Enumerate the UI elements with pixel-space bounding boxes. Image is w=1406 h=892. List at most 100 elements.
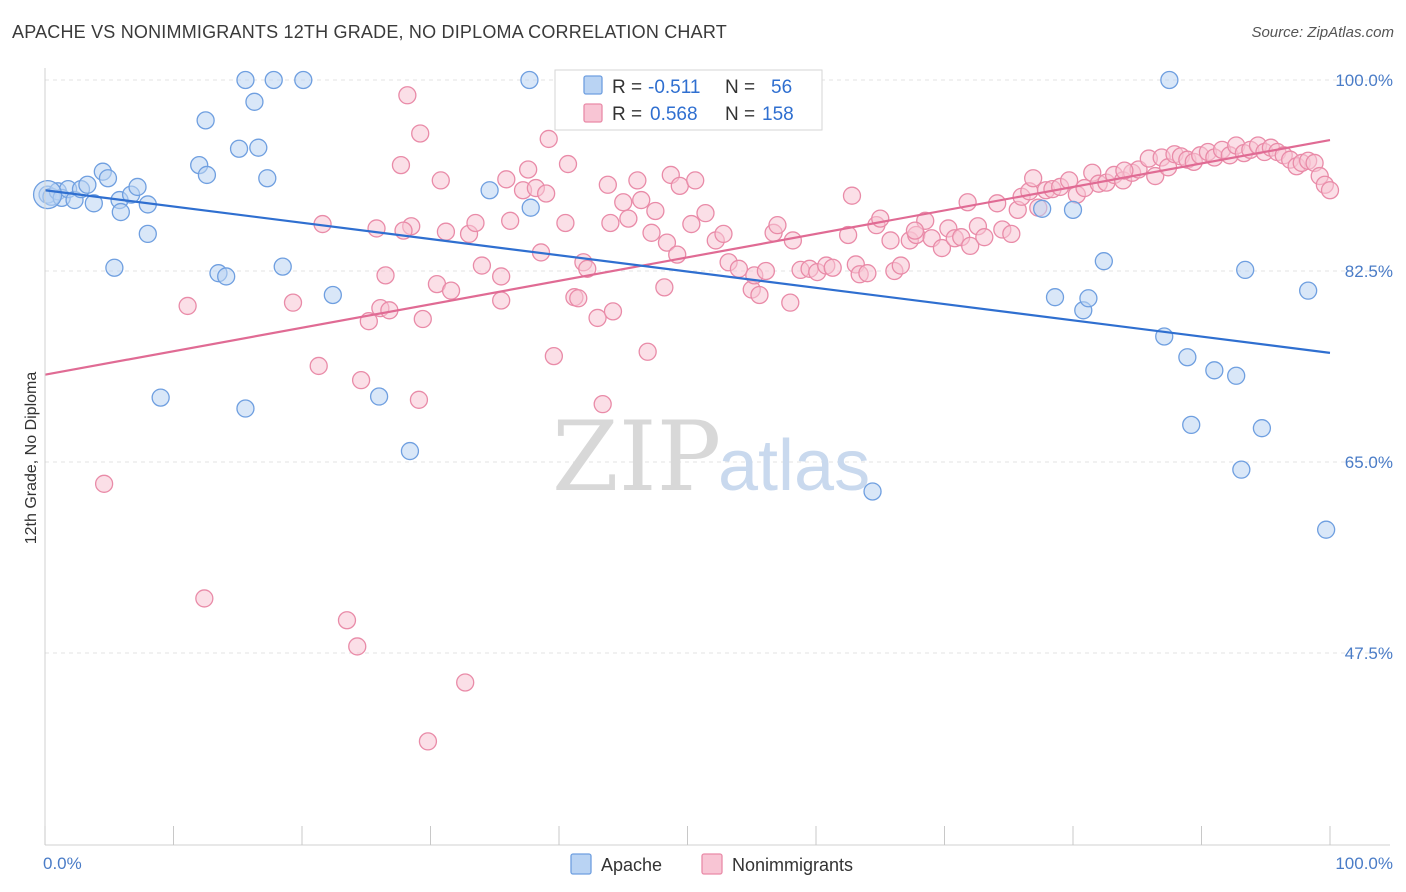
apache-point-17	[105, 258, 124, 277]
nonimmigrants-point-42	[593, 395, 612, 414]
y-tick-label-2: 82.5%	[1345, 262, 1393, 281]
legend-r-label-nonimmigrants: R =	[612, 104, 642, 125]
nonimmigrants-point-83	[891, 256, 910, 275]
nonimmigrants-point-3	[283, 293, 303, 312]
apache-point-34	[369, 387, 389, 406]
nonimmigrants-point-68	[768, 216, 787, 235]
apache-point-52	[1232, 460, 1251, 479]
nonimmigrants-point-149	[409, 390, 429, 409]
legend-n-value-apache: 56	[771, 77, 792, 98]
nonimmigrants-point-40	[578, 259, 597, 278]
nonimmigrants-point-69	[783, 231, 803, 250]
nonimmigrants-point-74	[823, 258, 842, 277]
apache-point-26	[264, 70, 283, 90]
watermark-zip: ZIP	[552, 401, 721, 513]
apache-point-14	[128, 177, 147, 197]
apache-point-37	[520, 70, 539, 90]
nonimmigrants-point-81	[881, 231, 900, 250]
apache-point-55	[1299, 281, 1318, 300]
bottom-legend-apache: Apache	[601, 855, 662, 875]
apache-point-24	[249, 138, 268, 157]
nonimmigrants-point-38	[569, 289, 588, 308]
apache-point-7	[78, 175, 97, 194]
nonimmigrants-point-32	[537, 184, 556, 203]
y-axis-title: 12th Grade, No Diploma	[23, 372, 40, 545]
x-tick-label-0: 0.0%	[43, 854, 82, 873]
apache-point-42	[1045, 288, 1065, 307]
nonimmigrants-point-52	[657, 233, 677, 252]
source-label: Source: ZipAtlas.com	[1251, 24, 1394, 41]
nonimmigrants-point-156	[1024, 169, 1043, 188]
apache-point-19	[196, 111, 215, 130]
nonimmigrants-point-143	[1320, 181, 1340, 200]
apache-point-48	[1178, 348, 1197, 367]
apache-point-41	[1063, 200, 1083, 220]
apache-point-30	[236, 399, 255, 418]
nonimmigrants-point-4	[309, 356, 328, 376]
apache-point-40	[1033, 199, 1052, 218]
legend-swatch-apache	[583, 75, 603, 95]
nonimmigrants-point-144	[655, 278, 674, 297]
nonimmigrants-point-75	[838, 225, 858, 245]
bottom-legend-nonimmigrants: Nonimmigrants	[732, 855, 853, 875]
nonimmigrants-point-2	[195, 589, 214, 608]
nonimmigrants-point-41	[588, 308, 607, 328]
apache-point-54	[1252, 419, 1272, 438]
nonimmigrants-point-35	[556, 213, 575, 233]
nonimmigrants-point-55	[670, 176, 689, 196]
nonimmigrants-point-8	[351, 370, 371, 390]
nonimmigrants-point-16	[411, 124, 430, 143]
nonimmigrants-point-43	[601, 213, 620, 233]
watermark: ZIP atlas	[552, 401, 870, 513]
nonimmigrants-point-153	[842, 186, 862, 205]
nonimmigrants-point-48	[632, 190, 651, 210]
apache-point-20	[197, 165, 217, 185]
nonimmigrants-point-105	[1059, 171, 1079, 190]
apache-point-31	[273, 257, 292, 276]
apache-point-56	[1316, 520, 1336, 539]
legend-r-value-nonimmigrants: 0.568	[650, 104, 698, 125]
nonimmigrants-point-56	[682, 214, 701, 234]
apache-point-38	[521, 198, 540, 217]
bottom-legend-swatch-apache	[570, 853, 592, 875]
nonimmigrants-point-10	[367, 219, 386, 238]
nonimmigrants-point-66	[756, 261, 776, 281]
nonimmigrants-point-26	[492, 291, 511, 310]
nonimmigrants-point-148	[441, 281, 461, 300]
apache-trend-line	[44, 189, 1331, 354]
nonimmigrants-point-151	[376, 266, 395, 285]
nonimmigrants-point-65	[750, 285, 769, 305]
nonimmigrants-point-147	[466, 213, 485, 233]
series-legend: Apache Nonimmigrants	[570, 853, 853, 875]
nonimmigrants-point-60	[714, 224, 733, 244]
y-tick-label-3: 100.0%	[1335, 71, 1393, 90]
bottom-legend-swatch-nonimmigrants	[701, 853, 723, 875]
nonimmigrants-points	[94, 86, 1340, 751]
nonimmigrants-point-0	[94, 474, 114, 493]
nonimmigrants-point-45	[614, 193, 633, 212]
apache-point-21	[229, 139, 249, 158]
nonimmigrants-point-94	[975, 228, 994, 247]
nonimmigrants-point-28	[501, 211, 520, 230]
apache-point-32	[294, 70, 313, 90]
axes: 47.5% 65.0% 82.5% 100.0% 0.0% 100.0%	[43, 68, 1393, 873]
nonimmigrants-point-145	[598, 175, 617, 194]
nonimmigrants-point-58	[696, 204, 715, 223]
nonimmigrants-point-7	[348, 637, 367, 656]
nonimmigrants-point-44	[603, 302, 623, 321]
apache-point-39	[863, 482, 882, 501]
nonimmigrants-point-154	[905, 221, 925, 240]
legend-r-label-apache: R =	[612, 77, 642, 98]
apache-point-33	[323, 285, 342, 305]
nonimmigrants-point-1	[178, 296, 197, 316]
nonimmigrants-point-30	[519, 160, 538, 179]
apache-point-36	[480, 181, 499, 200]
nonimmigrants-point-49	[638, 342, 657, 361]
nonimmigrants-point-13	[391, 155, 411, 175]
legend-n-label-nonimmigrants: N =	[725, 104, 755, 125]
nonimmigrants-point-57	[686, 171, 705, 190]
apache-point-29	[217, 267, 236, 286]
nonimmigrants-point-34	[544, 346, 564, 366]
nonimmigrants-point-50	[642, 223, 661, 242]
apache-point-12	[111, 202, 130, 222]
